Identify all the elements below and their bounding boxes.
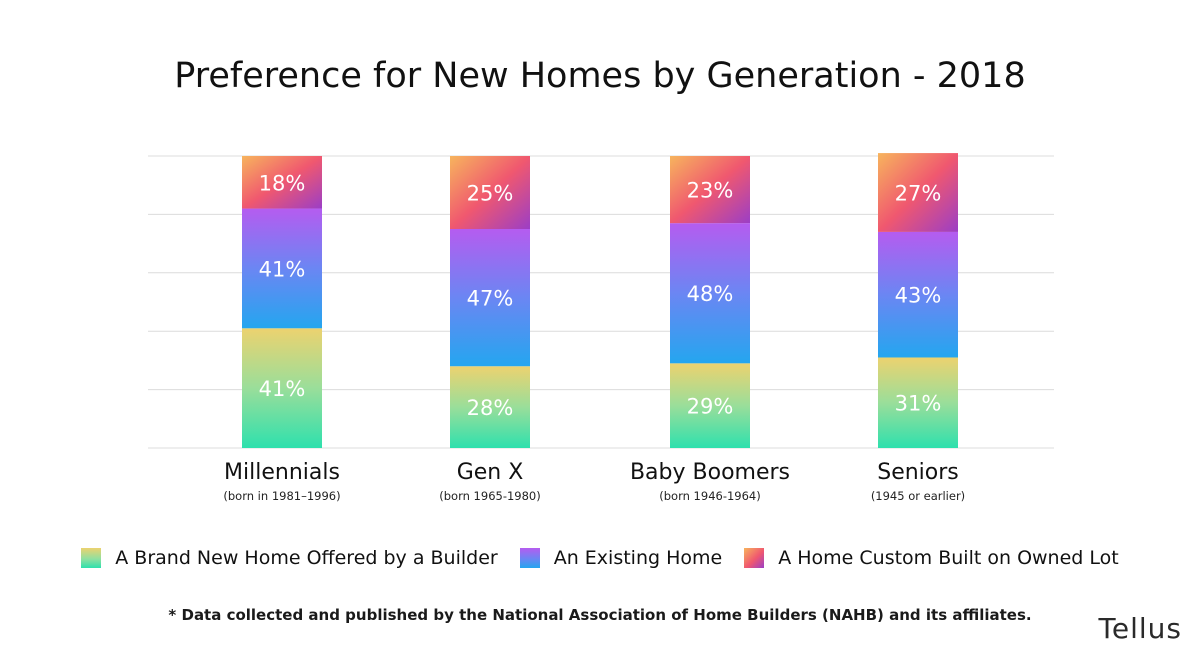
legend: A Brand New Home Offered by a Builder An… bbox=[0, 547, 1200, 569]
tellus-logo: Tellus bbox=[1098, 612, 1182, 645]
data-label: 29% bbox=[687, 395, 734, 419]
category-subtitle: (born in 1981–1996) bbox=[223, 489, 341, 503]
bar-segment-existing-home bbox=[450, 229, 530, 367]
data-label: 41% bbox=[259, 257, 306, 281]
category-label: Baby Boomers bbox=[629, 460, 791, 485]
legend-label-new-home: A Brand New Home Offered by a Builder bbox=[115, 547, 498, 569]
data-label: 18% bbox=[259, 171, 306, 195]
category-subtitle: (born 1946-1964) bbox=[659, 489, 761, 503]
data-label: 41% bbox=[259, 377, 306, 401]
stacked-bar-chart: 41% 41% 18% 28% 47% 25% 29% 48% 23% 31% 43% 27% bbox=[148, 153, 1054, 449]
category-label: Millennials bbox=[224, 460, 340, 485]
data-label: 43% bbox=[895, 284, 942, 308]
chart-title: Preference for New Homes by Generation -… bbox=[174, 56, 1026, 96]
bar-segment-custom-home bbox=[878, 153, 958, 232]
legend-item-custom-home: A Home Custom Built on Owned Lot bbox=[744, 547, 1119, 569]
bar-segment-new-home bbox=[242, 328, 322, 448]
bar-segment-new-home bbox=[878, 357, 958, 448]
legend-item-existing-home: An Existing Home bbox=[519, 547, 723, 569]
bar-segment-existing-home bbox=[242, 208, 322, 329]
bars bbox=[242, 153, 958, 448]
legend-label-existing-home: An Existing Home bbox=[553, 547, 723, 569]
data-label: 25% bbox=[467, 182, 514, 206]
category-subtitle: (born 1965-1980) bbox=[439, 489, 541, 503]
data-label: 31% bbox=[895, 392, 942, 416]
data-label: 48% bbox=[687, 282, 734, 306]
bar-segment-existing-home bbox=[878, 231, 958, 358]
bar-segment-custom-home bbox=[670, 156, 750, 224]
footnote: * Data collected and published by the Na… bbox=[168, 606, 1032, 624]
legend-item-new-home: A Brand New Home Offered by a Builder bbox=[81, 547, 498, 569]
data-label: 23% bbox=[687, 179, 734, 203]
data-label: 27% bbox=[895, 182, 942, 206]
category-label: Gen X bbox=[456, 460, 524, 485]
bar-segment-new-home bbox=[670, 363, 750, 448]
bar-segment-new-home bbox=[450, 366, 530, 448]
legend-swatch-new-home bbox=[81, 548, 102, 568]
category-subtitle: (1945 or earlier) bbox=[870, 489, 966, 503]
data-label: 47% bbox=[467, 287, 514, 311]
category-label: Seniors bbox=[877, 460, 959, 485]
bar-segment-custom-home bbox=[242, 156, 322, 209]
bar-segment-custom-home bbox=[450, 156, 530, 229]
bar-segment-existing-home bbox=[670, 223, 750, 364]
legend-swatch-existing-home bbox=[519, 548, 540, 568]
data-labels: 41% 41% 18% 28% 47% 25% 29% 48% 23% 31% 43% 27% bbox=[259, 171, 942, 420]
data-label: 28% bbox=[467, 396, 514, 420]
legend-label-custom-home: A Home Custom Built on Owned Lot bbox=[778, 547, 1119, 569]
legend-swatch-custom-home bbox=[744, 548, 765, 568]
